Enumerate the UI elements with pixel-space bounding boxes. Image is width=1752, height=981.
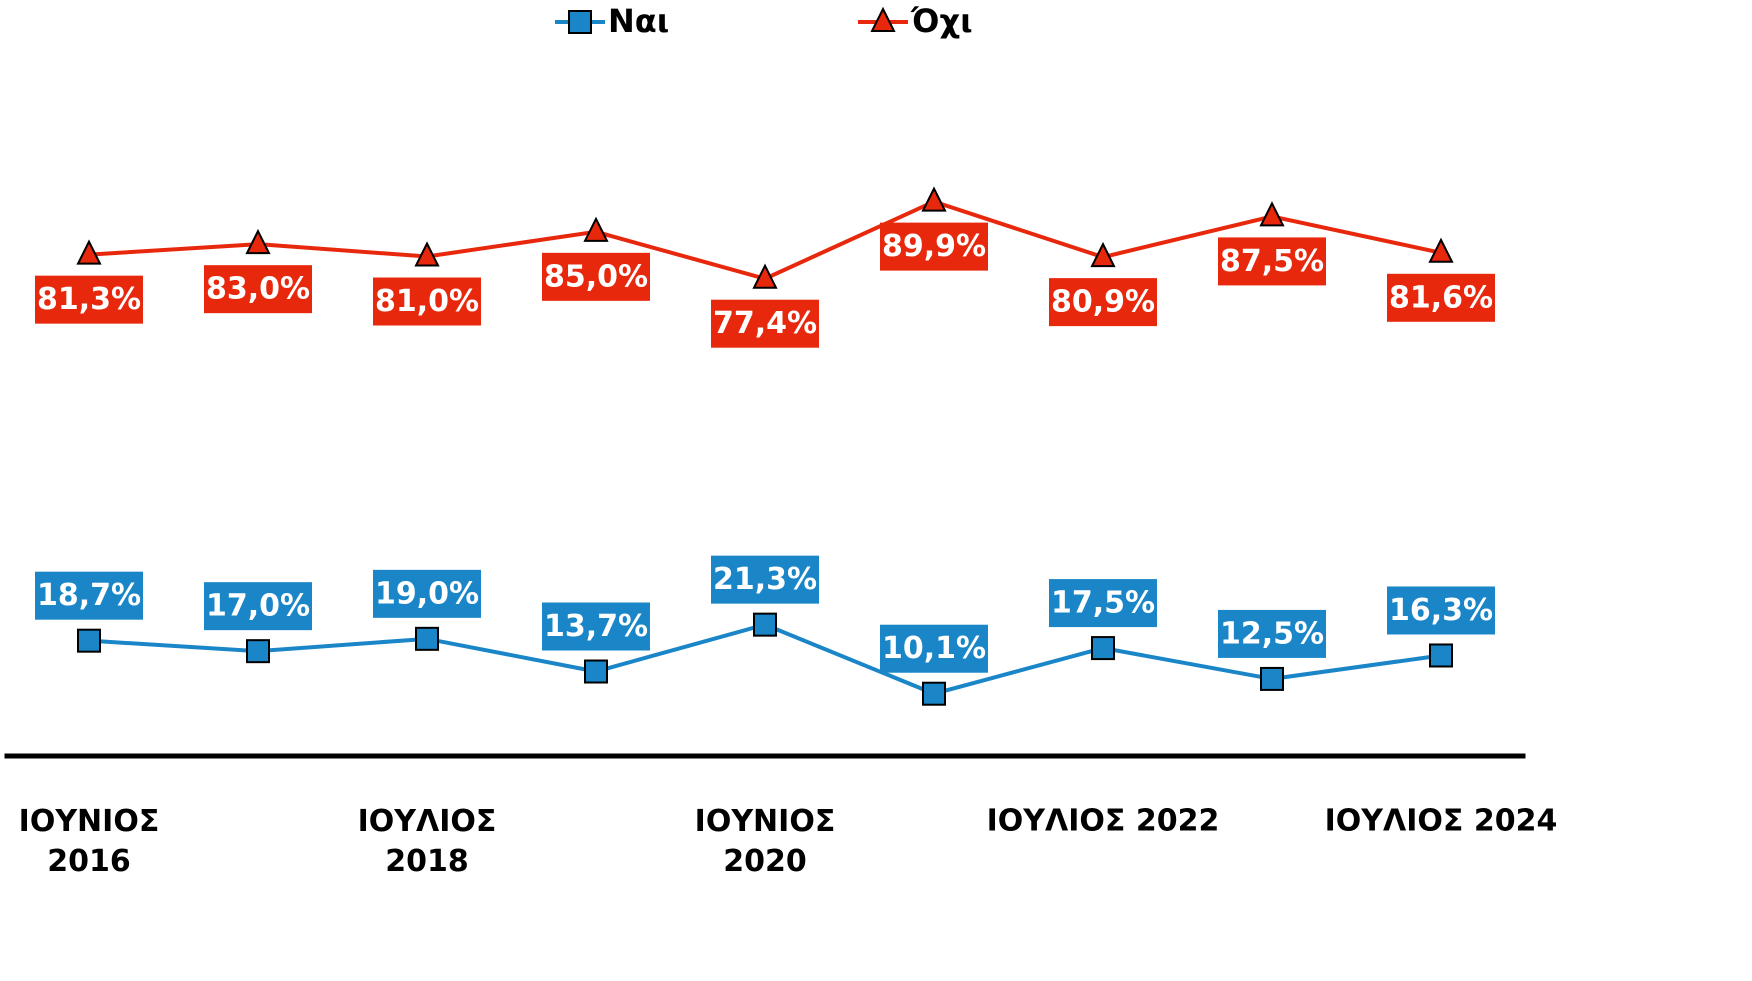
value-label: 19,0%: [375, 576, 479, 611]
value-label-box: [711, 555, 819, 604]
value-label-box: [35, 275, 143, 324]
legend-label: Ναι: [608, 2, 669, 40]
marker: [752, 263, 778, 289]
value-label: 85,0%: [544, 259, 648, 294]
value-label-box: [373, 277, 481, 326]
value-label: 80,9%: [1051, 285, 1155, 320]
value-label: 83,0%: [206, 272, 310, 307]
value-label: 77,4%: [713, 306, 817, 341]
legend-label: Όχι: [910, 2, 973, 40]
value-label: 17,5%: [1051, 586, 1155, 621]
marker: [1259, 201, 1285, 227]
marker: [414, 241, 440, 267]
x-tick-label: ΙΟΥΛΙΟΣ 2018: [358, 804, 497, 879]
value-label: 89,9%: [882, 229, 986, 264]
value-label: 81,0%: [375, 284, 479, 319]
value-label-box: [204, 265, 312, 314]
value-label-box: [1049, 579, 1157, 628]
marker: [1090, 241, 1116, 268]
marker: [1260, 666, 1284, 691]
x-tick-label: ΙΟΥΛΙΟΣ 2022: [987, 804, 1220, 839]
x-tick-label: ΙΟΥΝΙΟΣ 2020: [695, 804, 836, 879]
marker: [76, 239, 102, 265]
value-label: 81,3%: [37, 282, 141, 317]
marker: [1429, 643, 1453, 668]
value-label: 12,5%: [1220, 616, 1324, 651]
marker: [246, 639, 270, 664]
value-label-box: [204, 582, 312, 631]
value-label: 87,5%: [1220, 244, 1324, 279]
value-label-box: [35, 571, 143, 620]
marker: [922, 681, 946, 706]
value-label: 81,6%: [1389, 280, 1493, 315]
marker: [1428, 237, 1454, 263]
value-label: 13,7%: [544, 609, 648, 644]
value-label-box: [1387, 273, 1495, 322]
marker: [415, 626, 439, 651]
marker: [1091, 636, 1115, 661]
value-label: 18,7%: [37, 578, 141, 613]
marker: [584, 659, 608, 684]
marker: [921, 186, 947, 212]
value-label-box: [1049, 278, 1157, 327]
value-label-box: [1218, 609, 1326, 658]
value-label-box: [1218, 237, 1326, 286]
value-label: 16,3%: [1389, 593, 1493, 628]
value-label: 10,1%: [882, 631, 986, 666]
marker: [77, 628, 101, 653]
value-label: 17,0%: [206, 589, 310, 624]
x-tick-label: ΙΟΥΛΙΟΣ 2024: [1325, 804, 1558, 839]
value-label-box: [880, 624, 988, 673]
value-label-box: [1387, 586, 1495, 635]
value-label-box: [880, 222, 988, 271]
value-label-box: [542, 252, 650, 301]
marker: [870, 6, 896, 32]
marker: [568, 10, 592, 34]
value-label-box: [711, 299, 819, 348]
marker: [583, 216, 609, 242]
value-label-box: [373, 569, 481, 618]
value-label: 21,3%: [713, 562, 817, 597]
marker: [245, 228, 271, 255]
marker: [753, 612, 777, 637]
x-tick-label: ΙΟΥΝΙΟΣ 2016: [19, 804, 160, 879]
value-label-box: [542, 602, 650, 651]
